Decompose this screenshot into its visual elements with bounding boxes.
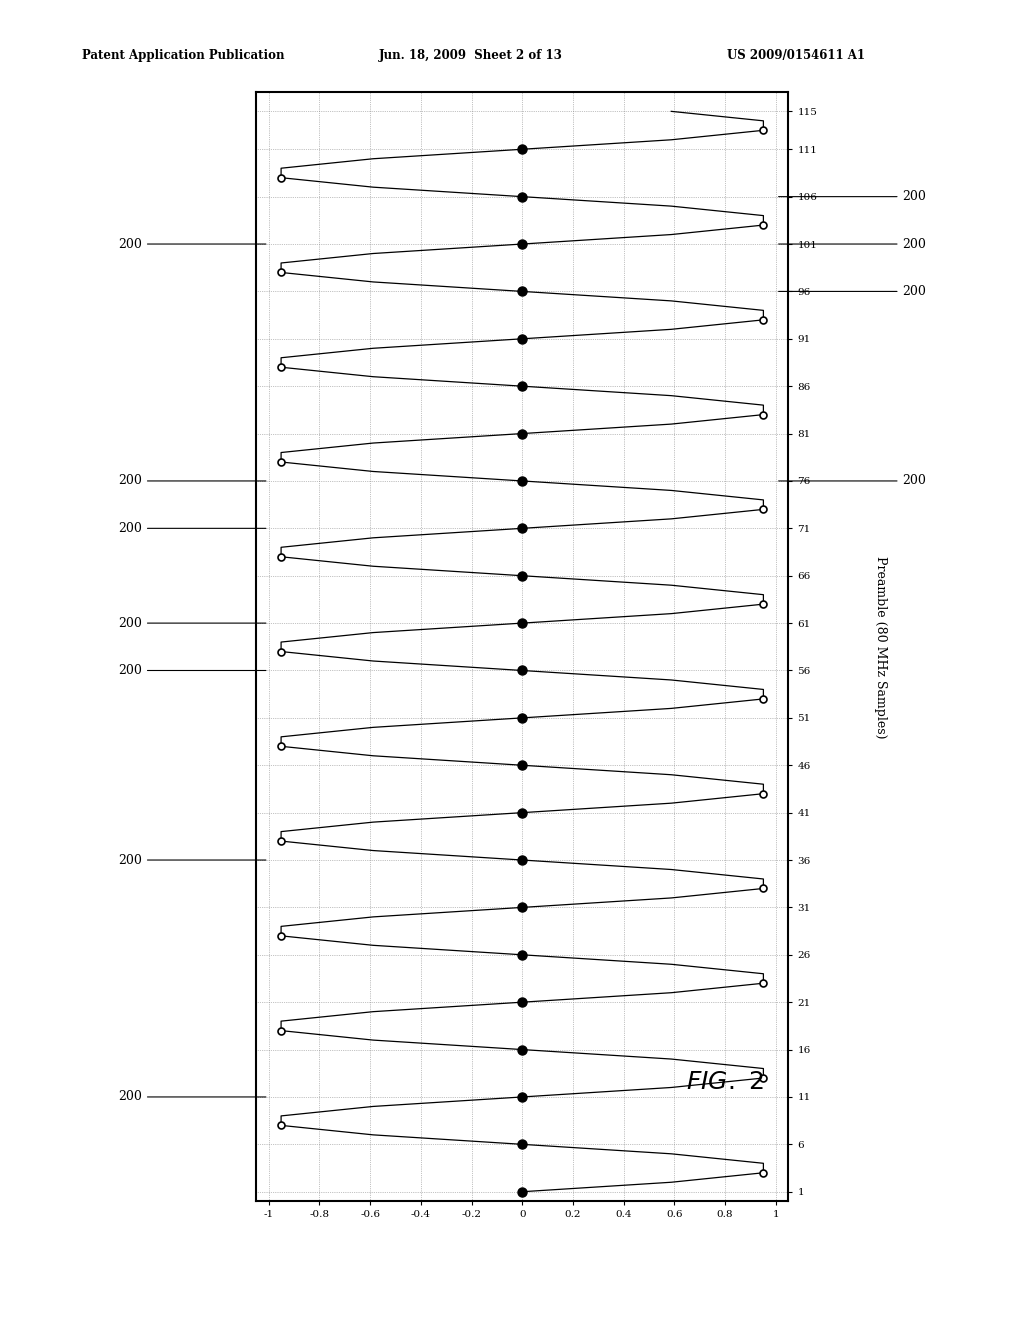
Text: 200: 200: [118, 521, 266, 535]
Text: Patent Application Publication: Patent Application Publication: [82, 49, 285, 62]
Text: 200: 200: [118, 664, 266, 677]
Text: 200: 200: [778, 190, 927, 203]
Text: $\it{FIG.}$ $\it{2}$: $\it{FIG.}$ $\it{2}$: [686, 1071, 764, 1094]
Text: 200: 200: [118, 1090, 266, 1104]
Text: 200: 200: [118, 474, 266, 487]
Text: 200: 200: [778, 285, 927, 298]
Y-axis label: Preamble (80 MHz Samples): Preamble (80 MHz Samples): [873, 556, 887, 738]
Text: US 2009/0154611 A1: US 2009/0154611 A1: [727, 49, 865, 62]
Text: 200: 200: [118, 238, 266, 251]
Text: 200: 200: [118, 616, 266, 630]
Text: Jun. 18, 2009  Sheet 2 of 13: Jun. 18, 2009 Sheet 2 of 13: [379, 49, 563, 62]
Text: 200: 200: [778, 474, 927, 487]
Text: 200: 200: [118, 854, 266, 866]
Text: 200: 200: [778, 238, 927, 251]
